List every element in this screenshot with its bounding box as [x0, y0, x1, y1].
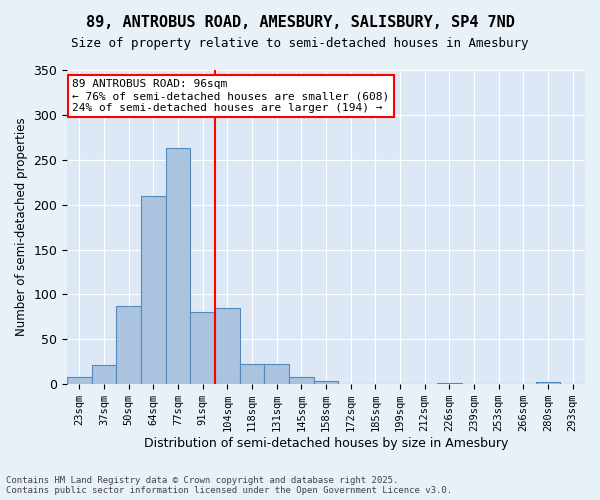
Text: Contains HM Land Registry data © Crown copyright and database right 2025.
Contai: Contains HM Land Registry data © Crown c… — [6, 476, 452, 495]
Bar — [215, 308, 240, 384]
Bar — [116, 306, 141, 384]
Bar — [265, 364, 289, 384]
Bar — [141, 196, 166, 384]
Bar — [67, 377, 92, 384]
Bar — [536, 382, 560, 384]
Y-axis label: Number of semi-detached properties: Number of semi-detached properties — [15, 118, 28, 336]
Text: 89 ANTROBUS ROAD: 96sqm
← 76% of semi-detached houses are smaller (608)
24% of s: 89 ANTROBUS ROAD: 96sqm ← 76% of semi-de… — [73, 80, 389, 112]
Text: Size of property relative to semi-detached houses in Amesbury: Size of property relative to semi-detach… — [71, 38, 529, 51]
Bar — [190, 312, 215, 384]
Bar — [166, 148, 190, 384]
X-axis label: Distribution of semi-detached houses by size in Amesbury: Distribution of semi-detached houses by … — [144, 437, 508, 450]
Bar — [92, 366, 116, 384]
Bar — [289, 377, 314, 384]
Text: 89, ANTROBUS ROAD, AMESBURY, SALISBURY, SP4 7ND: 89, ANTROBUS ROAD, AMESBURY, SALISBURY, … — [86, 15, 514, 30]
Bar — [240, 364, 265, 384]
Bar — [314, 380, 338, 384]
